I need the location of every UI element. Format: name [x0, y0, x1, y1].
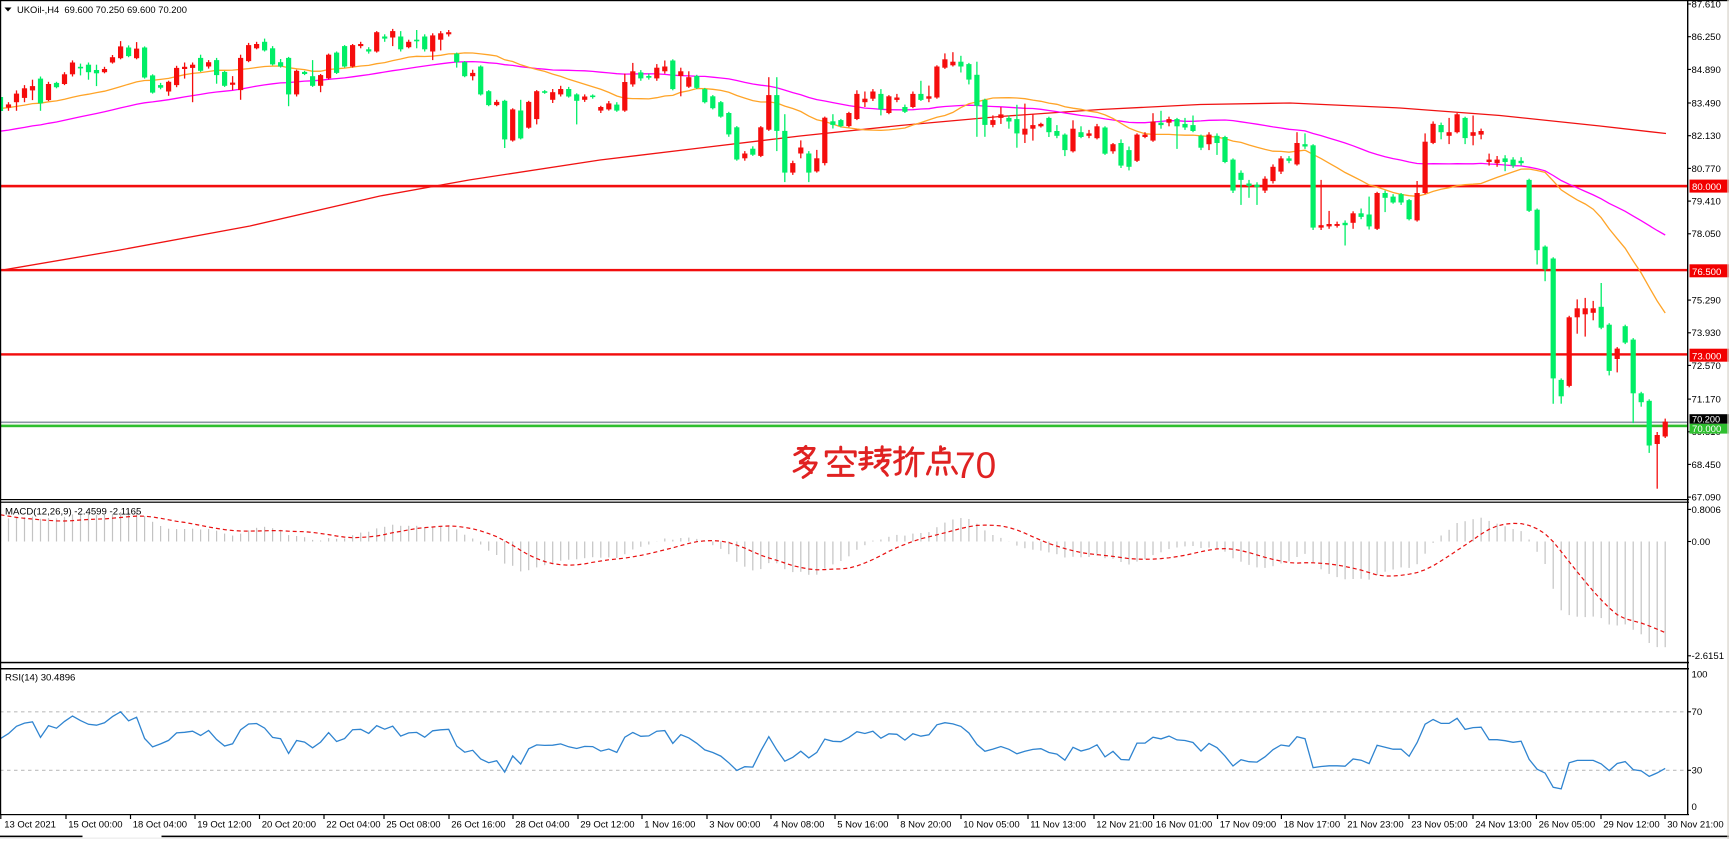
svg-text:68.450: 68.450 — [1692, 460, 1721, 471]
svg-text:0: 0 — [1692, 802, 1697, 813]
svg-text:MACD(12,26,9) -2.4599 -2.1165: MACD(12,26,9) -2.4599 -2.1165 — [5, 507, 141, 518]
svg-text:80.770: 80.770 — [1692, 164, 1721, 175]
svg-text:70: 70 — [1692, 707, 1703, 718]
svg-text:20 Oct 20:00: 20 Oct 20:00 — [262, 820, 316, 831]
svg-text:3 Nov 00:00: 3 Nov 00:00 — [709, 820, 760, 831]
svg-text:13 Oct 2021: 13 Oct 2021 — [4, 820, 56, 831]
svg-text:70.000: 70.000 — [1692, 424, 1721, 435]
svg-text:25 Oct 08:00: 25 Oct 08:00 — [386, 820, 440, 831]
svg-text:73.000: 73.000 — [1692, 351, 1721, 362]
svg-text:0.8006: 0.8006 — [1692, 505, 1721, 516]
svg-text:70: 70 — [955, 445, 996, 486]
svg-text:12 Nov 21:00: 12 Nov 21:00 — [1096, 820, 1153, 831]
svg-text:87.610: 87.610 — [1692, 0, 1721, 10]
svg-text:4 Nov 08:00: 4 Nov 08:00 — [773, 820, 824, 831]
svg-text:0.00: 0.00 — [1692, 537, 1711, 548]
svg-text:26 Nov 05:00: 26 Nov 05:00 — [1539, 820, 1596, 831]
svg-text:24 Nov 13:00: 24 Nov 13:00 — [1475, 820, 1532, 831]
svg-text:72.570: 72.570 — [1692, 361, 1721, 372]
svg-text:75.290: 75.290 — [1692, 296, 1721, 307]
svg-text:30: 30 — [1692, 766, 1703, 777]
svg-text:-2.6151: -2.6151 — [1692, 651, 1725, 662]
svg-text:19 Oct 12:00: 19 Oct 12:00 — [197, 820, 251, 831]
svg-text:82.130: 82.130 — [1692, 131, 1721, 142]
svg-text:28 Oct 04:00: 28 Oct 04:00 — [515, 820, 569, 831]
svg-text:84.890: 84.890 — [1692, 65, 1721, 76]
svg-text:UKOil-,H4 69.600 70.250 69.60: UKOil-,H4 69.600 70.250 69.600 70.200 — [17, 4, 187, 15]
svg-text:18 Nov 17:00: 18 Nov 17:00 — [1284, 820, 1341, 831]
svg-text:RSI(14) 30.4896: RSI(14) 30.4896 — [5, 673, 75, 684]
svg-text:73.930: 73.930 — [1692, 328, 1721, 339]
svg-text:29 Oct 12:00: 29 Oct 12:00 — [580, 820, 634, 831]
svg-text:100: 100 — [1692, 669, 1708, 680]
svg-text:80.000: 80.000 — [1692, 182, 1721, 193]
svg-text:29 Nov 12:00: 29 Nov 12:00 — [1603, 820, 1660, 831]
svg-text:83.490: 83.490 — [1692, 98, 1721, 109]
svg-text:76.500: 76.500 — [1692, 267, 1721, 278]
svg-text:22 Oct 04:00: 22 Oct 04:00 — [326, 820, 380, 831]
svg-text:18 Oct 04:00: 18 Oct 04:00 — [133, 820, 187, 831]
svg-text:21 Nov 23:00: 21 Nov 23:00 — [1347, 820, 1404, 831]
svg-text:10 Nov 05:00: 10 Nov 05:00 — [963, 820, 1020, 831]
svg-text:8 Nov 20:00: 8 Nov 20:00 — [900, 820, 951, 831]
svg-text:30 Nov 21:00: 30 Nov 21:00 — [1667, 820, 1724, 831]
svg-text:5 Nov 16:00: 5 Nov 16:00 — [837, 820, 888, 831]
svg-text:23 Nov 05:00: 23 Nov 05:00 — [1411, 820, 1468, 831]
svg-text:17 Nov 09:00: 17 Nov 09:00 — [1220, 820, 1277, 831]
svg-text:1 Nov 16:00: 1 Nov 16:00 — [644, 820, 695, 831]
svg-text:86.250: 86.250 — [1692, 32, 1721, 43]
svg-text:16 Nov 01:00: 16 Nov 01:00 — [1156, 820, 1213, 831]
svg-text:11 Nov 13:00: 11 Nov 13:00 — [1030, 820, 1086, 831]
svg-text:78.050: 78.050 — [1692, 229, 1721, 240]
svg-text:71.170: 71.170 — [1692, 395, 1721, 406]
svg-text:26 Oct 16:00: 26 Oct 16:00 — [451, 820, 505, 831]
svg-text:67.090: 67.090 — [1692, 493, 1721, 504]
svg-text:15 Oct 00:00: 15 Oct 00:00 — [68, 820, 122, 831]
svg-text:79.410: 79.410 — [1692, 197, 1721, 208]
